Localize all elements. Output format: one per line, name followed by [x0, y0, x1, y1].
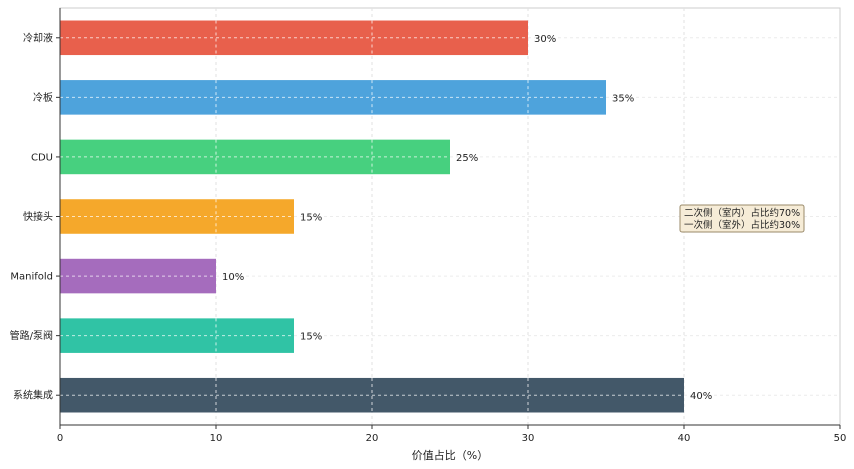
annotation-line: 一次侧（室外）占比约30%	[684, 219, 800, 231]
category-label: 冷板	[33, 91, 53, 104]
x-tick-label: 20	[366, 433, 379, 444]
data-label: 30%	[534, 34, 556, 45]
value-labels: 30% 35% 25% 15% 10% 15% 40%	[222, 34, 712, 402]
data-label: 25%	[456, 153, 478, 164]
annotation-background	[679, 204, 805, 233]
annotation-line: 二次侧（室内）占比约70%	[684, 207, 800, 219]
x-tick-label: 40	[678, 433, 691, 444]
x-tick-label: 10	[210, 433, 223, 444]
bars	[60, 20, 684, 413]
category-label: 管路/泵阀	[10, 329, 53, 342]
category-label: Manifold	[10, 272, 53, 283]
category-label: 系统集成	[13, 389, 53, 402]
category-label: CDU	[31, 152, 53, 163]
x-tick-label: 30	[522, 433, 535, 444]
data-label: 35%	[612, 93, 634, 104]
annotation-box: 二次侧（室内）占比约70% 一次侧（室外）占比约30%	[679, 204, 805, 233]
category-label: 快接头	[23, 210, 53, 223]
data-label: 15%	[300, 213, 322, 224]
category-label: 冷却液	[23, 31, 53, 44]
data-label: 10%	[222, 272, 244, 283]
x-axis-title: 价值占比（%）	[412, 448, 488, 462]
data-label: 15%	[300, 332, 322, 343]
x-tick-label: 0	[57, 433, 63, 444]
data-label: 40%	[690, 391, 712, 402]
x-tick-label: 50	[834, 433, 847, 444]
